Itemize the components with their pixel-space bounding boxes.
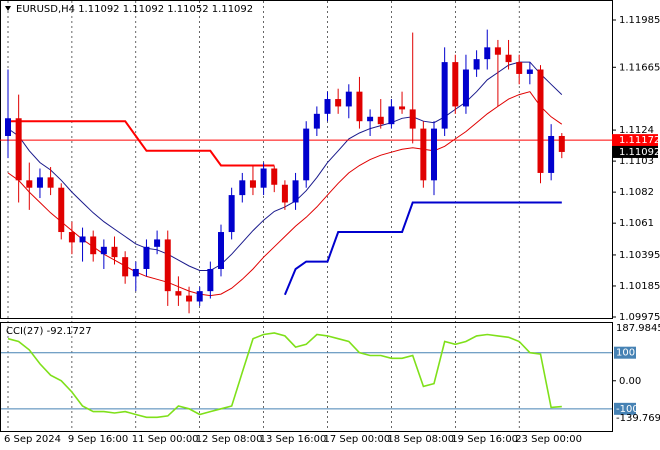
candle-body [494,47,501,55]
indicator-line [283,201,562,296]
x-tick-label: 9 Sep 16:00 [68,434,128,445]
candle-body [260,168,267,188]
y-tick-label: 1.1082 [619,187,654,198]
x-tick-label: 19 Sep 16:00 [451,434,518,445]
y-tick-label: 1.11665 [619,62,660,73]
candle-body [441,62,448,129]
candle-body [377,116,384,125]
last-price-tag [612,145,658,158]
chart-title: EURUSD,H4 1.11092 1.11092 1.11052 1.1109… [16,4,253,15]
candle-body [143,246,150,269]
candle-body [5,118,11,136]
y-tick-label: 1.1103 [619,156,654,167]
candle-body [36,177,43,188]
candle-body [484,47,491,60]
x-tick-label: 11 Sep 00:00 [132,434,199,445]
indicator-line [7,91,563,297]
candle-body [218,232,224,269]
candle-body [79,236,86,243]
candle-body [292,180,299,203]
y-tick-label: 1.11985 [619,15,660,26]
candle-body [122,257,129,277]
candle-body [90,236,97,255]
candle-body [303,128,310,181]
candle-body [58,187,65,233]
candle-body [100,246,107,255]
cci-title: CCI(27) -92.1727 [6,326,92,337]
y-min-label: -139.7695 [616,413,660,424]
candle-body [516,62,523,74]
candle-body [409,109,416,129]
y-tick-label: 0.00 [619,376,641,387]
y-tick-label: 1.1061 [619,218,654,229]
y-tick-label: 1.09975 [619,312,660,323]
candle-body [526,69,533,74]
candle-body [239,180,246,196]
y-tick-label: 1.10185 [619,281,660,292]
y-tick-label: 1.1124 [619,125,654,136]
candle-body [462,69,469,107]
price-tag-label: 1.11172 [619,135,660,146]
cci-line [7,332,562,419]
candle-body [47,177,54,188]
candle-body [399,106,406,110]
candle-body [505,54,512,63]
candle-body [388,106,395,125]
candle-body [345,91,352,107]
candle-body [26,180,33,188]
candle-body [356,91,363,122]
candle-body [196,291,203,302]
x-tick-label: 18 Sep 08:00 [387,434,454,445]
candle-body [537,69,544,173]
candle-body [249,180,256,188]
candle-body [281,184,288,203]
candle-body [313,113,320,129]
candle-body [186,295,193,302]
candle-body [111,246,118,258]
indicator-line [8,120,275,167]
candle-body [68,232,75,243]
y-tick-label: 100 [616,348,635,359]
x-tick-label: 12 Sep 08:00 [196,434,263,445]
last-price-label: 1.11092 [619,147,660,158]
level-tag [614,402,636,415]
x-tick-label: 17 Sep 00:00 [324,434,391,445]
y-tick-label: 1.10395 [619,250,660,261]
candle-body [335,99,342,107]
candle-body [271,168,278,185]
x-tick-label: 13 Sep 16:00 [260,434,327,445]
price-tag [612,134,658,147]
candle-body [431,128,437,181]
candle-body [175,291,182,296]
main-frame [0,0,613,319]
candle-body [154,239,161,247]
cci-frame [0,322,613,432]
candle-body [420,128,427,181]
candle-body [164,239,171,292]
candle-body [558,135,565,152]
candle-body [132,268,139,277]
x-tick-label: 6 Sep 2024 [4,434,61,445]
candle-body [15,118,22,181]
level-tag [614,346,636,359]
candle-body [452,62,459,107]
y-tick-label: -100 [616,404,639,415]
candle-body [548,135,555,173]
candle-body [324,99,331,114]
x-tick-label: 23 Sep 00:00 [515,434,582,445]
y-max-label: 187.9845 [616,323,660,334]
candle-body [207,268,214,292]
candle-body [367,116,374,122]
candle-body [228,195,235,233]
menu-arrow[interactable] [5,6,11,11]
candle-body [473,59,480,70]
